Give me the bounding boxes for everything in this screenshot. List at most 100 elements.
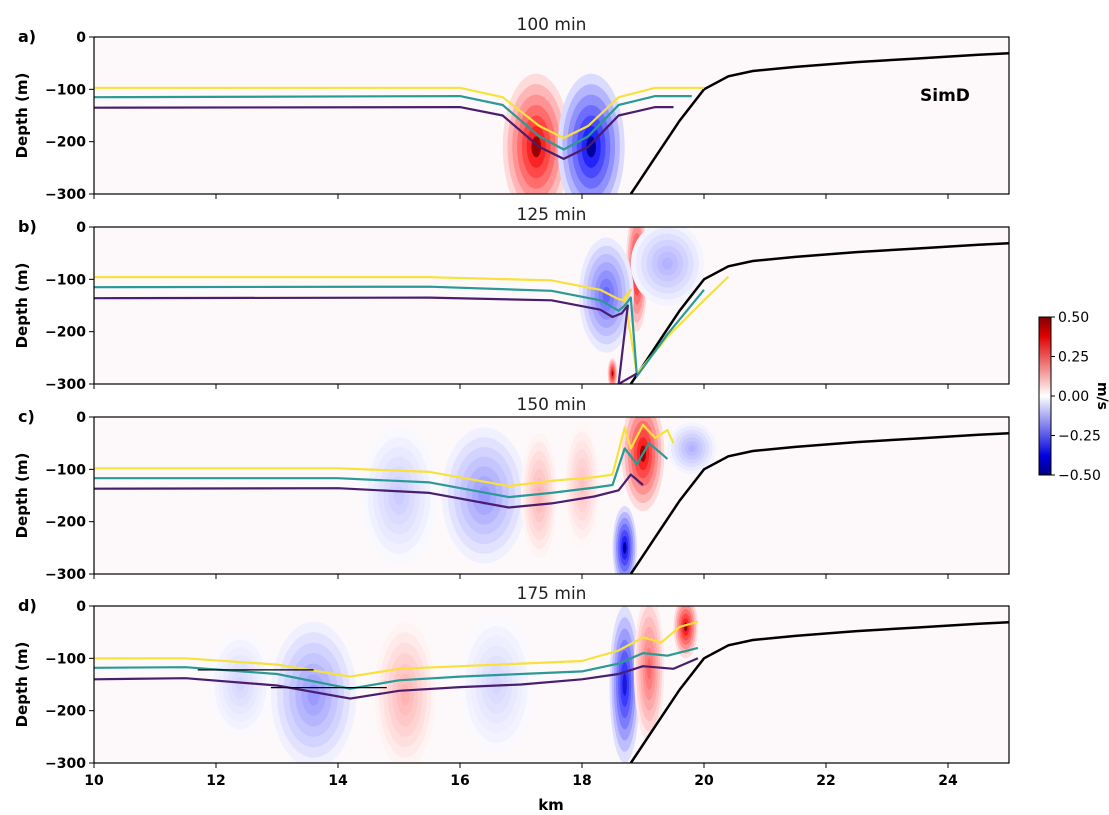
y-tick-label: 0 xyxy=(76,30,86,46)
isopycnal-line xyxy=(94,423,675,488)
axes-frame xyxy=(93,416,1010,575)
panel-c: 0 −100 −200 −300 150 min c) Depth (m) xyxy=(13,395,1010,583)
y-tick-label: 0 xyxy=(76,220,86,236)
y-axis-label: Depth (m) xyxy=(13,263,31,349)
y-tick-label: −200 xyxy=(45,325,86,341)
isopycnal-line xyxy=(94,657,699,700)
colorbar-gradient xyxy=(1038,316,1052,476)
isopycnal-line xyxy=(94,442,669,499)
panel-label: c) xyxy=(18,407,35,426)
y-tick-label: −100 xyxy=(45,82,86,98)
colorbar-tick-label: 0.00 xyxy=(1058,389,1089,405)
bathymetry-line xyxy=(629,51,1009,194)
bathymetry-line xyxy=(629,241,1009,384)
velocity-band xyxy=(646,658,652,680)
axes-frame xyxy=(93,226,1010,385)
plot-area xyxy=(94,227,1009,384)
bathymetry-line xyxy=(629,620,1009,763)
panel-title: 125 min xyxy=(517,205,587,225)
velocity-anomaly xyxy=(374,621,436,763)
x-tick-label: 14 xyxy=(328,773,348,789)
x-axis-label: km xyxy=(538,796,564,814)
axes-frame xyxy=(93,36,1010,195)
velocity-band xyxy=(622,541,627,554)
y-tick-label: −300 xyxy=(45,756,86,772)
y-axis-label: Depth (m) xyxy=(13,453,31,539)
y-tick-label: −300 xyxy=(45,377,86,393)
velocity-band xyxy=(611,371,614,376)
colorbar-ticks: 0.50 0.25 0.00 −0.25 −0.50 xyxy=(1051,310,1101,484)
panel-label: d) xyxy=(18,596,37,615)
isopycnal-line xyxy=(94,296,638,384)
isopycnal-line xyxy=(94,473,644,509)
velocity-anomaly xyxy=(630,227,704,306)
x-tick-label: 18 xyxy=(572,773,591,789)
isopycnal-line xyxy=(94,285,705,378)
shelf-fill xyxy=(630,433,1009,574)
velocity-anomaly xyxy=(607,357,618,384)
y-tick-label: 0 xyxy=(76,599,86,615)
x-tick-label: 12 xyxy=(206,773,225,789)
panel-a: 0 −100 −200 −300 100 min a) Depth (m) SimD xyxy=(13,15,1010,203)
x-tick-label: 22 xyxy=(816,773,835,789)
x-tick-label: 20 xyxy=(694,773,714,789)
axes-frame xyxy=(93,605,1010,764)
y-tick-label: −100 xyxy=(45,272,86,288)
plot-area xyxy=(94,51,1009,194)
isopycnal-line xyxy=(94,86,704,140)
y-tick-label: −200 xyxy=(45,515,86,531)
colorbar-tick-label: −0.50 xyxy=(1058,468,1101,484)
shelf-fill xyxy=(630,53,1009,194)
colorbar-tick-label: 0.50 xyxy=(1058,310,1089,326)
velocity-anomaly xyxy=(667,422,717,475)
x-tick-label: 24 xyxy=(938,773,958,789)
colorbar: 0.50 0.25 0.00 −0.25 −0.50 m/s xyxy=(1038,310,1109,484)
panel-label: b) xyxy=(18,217,37,236)
velocity-anomaly xyxy=(612,505,637,574)
sim-annotation: SimD xyxy=(920,86,970,106)
velocity-anomaly xyxy=(270,621,357,763)
y-tick-label: −100 xyxy=(45,462,86,478)
velocity-anomaly xyxy=(563,422,601,548)
x-tick-label: 10 xyxy=(84,773,104,789)
isopycnal-line xyxy=(94,106,674,160)
y-tick-label: −300 xyxy=(45,567,86,583)
colorbar-label: m/s xyxy=(1094,382,1109,410)
velocity-band xyxy=(236,677,245,692)
velocity-band xyxy=(307,684,320,706)
panel-title: 150 min xyxy=(517,395,587,415)
y-tick-label: −100 xyxy=(45,651,86,667)
shelf-fill xyxy=(630,622,1009,763)
velocity-band xyxy=(662,257,673,270)
velocity-band xyxy=(688,444,696,453)
plot-area xyxy=(94,606,1009,763)
velocity-band xyxy=(478,485,491,506)
panel-title: 175 min xyxy=(517,584,587,604)
velocity-band xyxy=(393,485,405,506)
panel-title: 100 min xyxy=(517,15,587,35)
velocity-anomaly xyxy=(362,427,436,564)
velocity-anomaly xyxy=(673,606,698,659)
velocity-band xyxy=(400,684,410,706)
colorbar-tick-label: 0.25 xyxy=(1058,350,1089,366)
y-tick-label: 0 xyxy=(76,410,86,426)
velocity-band xyxy=(622,673,627,696)
isopycnal-line xyxy=(94,95,692,151)
y-axis-label: Depth (m) xyxy=(13,73,31,159)
y-tick-label: −200 xyxy=(45,704,86,720)
panels: 0 −100 −200 −300 100 min a) Depth (m) SimD 0 −100… xyxy=(13,15,1010,789)
velocity-band xyxy=(536,486,542,505)
colorbar-tick-label: −0.25 xyxy=(1058,429,1101,445)
panel-label: a) xyxy=(18,27,36,46)
isopycnal-line xyxy=(94,646,699,690)
isopycnal-line xyxy=(94,620,699,678)
velocity-anomaly xyxy=(441,427,528,564)
y-tick-label: −200 xyxy=(45,135,86,151)
bathymetry-line xyxy=(629,431,1009,574)
isopycnal-line xyxy=(94,275,730,375)
y-axis-label: Depth (m) xyxy=(13,642,31,728)
x-tick-label: 16 xyxy=(450,773,469,789)
y-tick-label: −300 xyxy=(45,187,86,203)
